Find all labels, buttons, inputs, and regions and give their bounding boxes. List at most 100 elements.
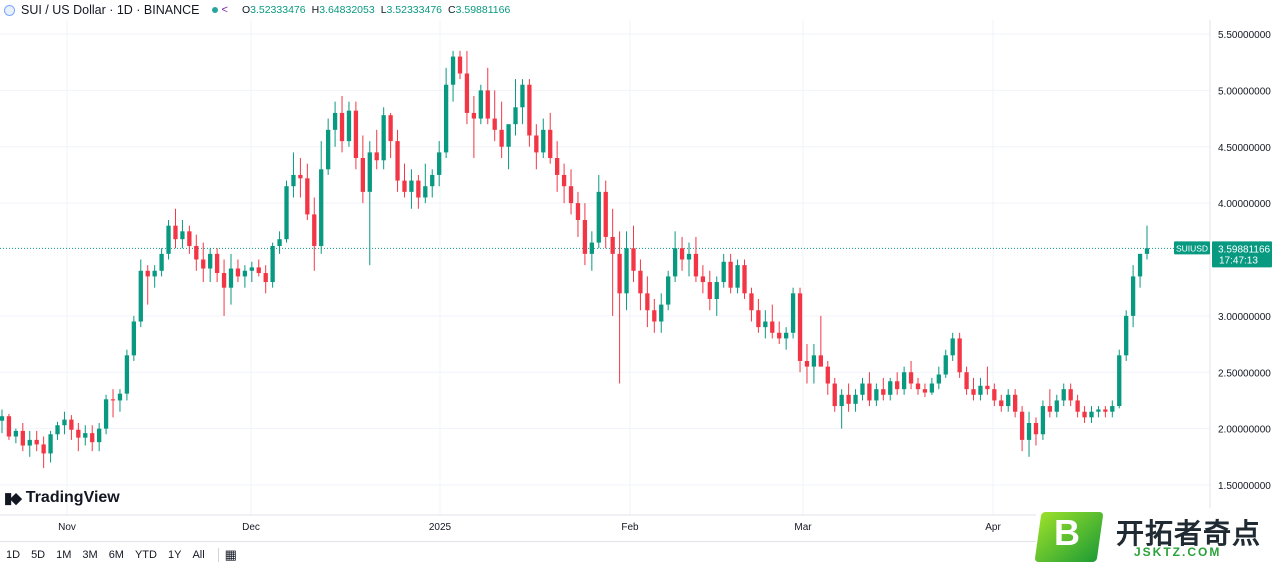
- candle[interactable]: [34, 430, 39, 452]
- candle[interactable]: [360, 135, 365, 204]
- range-all[interactable]: All: [192, 548, 205, 561]
- candle[interactable]: [520, 79, 525, 125]
- candle[interactable]: [964, 366, 969, 395]
- candle[interactable]: [548, 112, 553, 164]
- candle[interactable]: [617, 231, 622, 384]
- candle[interactable]: [853, 389, 858, 412]
- candle[interactable]: [69, 415, 74, 440]
- candle[interactable]: [1110, 400, 1115, 418]
- range-5d[interactable]: 5D: [31, 548, 46, 561]
- candle[interactable]: [659, 293, 664, 333]
- candle[interactable]: [48, 430, 53, 463]
- candle[interactable]: [1137, 253, 1143, 288]
- candles[interactable]: [0, 50, 1150, 469]
- candle[interactable]: [1089, 406, 1094, 423]
- candle[interactable]: [423, 163, 428, 204]
- candle[interactable]: [596, 174, 601, 249]
- candle[interactable]: [1019, 406, 1025, 452]
- candle[interactable]: [881, 377, 886, 401]
- candle[interactable]: [263, 265, 268, 294]
- candle[interactable]: [728, 253, 733, 294]
- candle[interactable]: [214, 248, 220, 283]
- candle[interactable]: [575, 191, 581, 237]
- candle[interactable]: [1103, 406, 1108, 418]
- candle[interactable]: [228, 253, 234, 305]
- candle[interactable]: [541, 118, 546, 159]
- candle[interactable]: [97, 422, 102, 452]
- range-6m[interactable]: 6M: [108, 548, 124, 561]
- candle[interactable]: [999, 394, 1004, 412]
- candle[interactable]: [1082, 406, 1087, 423]
- candle[interactable]: [957, 332, 962, 378]
- range-ytd[interactable]: YTD: [134, 548, 157, 561]
- candle[interactable]: [693, 236, 699, 283]
- candle[interactable]: [187, 225, 192, 254]
- candle[interactable]: [110, 389, 116, 418]
- candle[interactable]: [790, 287, 796, 339]
- candle[interactable]: [492, 90, 497, 142]
- candle[interactable]: [950, 332, 955, 361]
- candle[interactable]: [20, 422, 25, 452]
- candle[interactable]: [672, 231, 678, 283]
- candle[interactable]: [346, 101, 352, 147]
- candle[interactable]: [1130, 265, 1136, 328]
- candle[interactable]: [485, 67, 490, 125]
- candle[interactable]: [256, 259, 261, 277]
- candle[interactable]: [388, 112, 393, 159]
- candle[interactable]: [83, 425, 88, 446]
- candle[interactable]: [638, 259, 643, 311]
- candle[interactable]: [374, 129, 379, 170]
- candle[interactable]: [249, 261, 254, 283]
- candle[interactable]: [443, 67, 449, 159]
- candle[interactable]: [915, 377, 921, 395]
- candle[interactable]: [513, 79, 518, 136]
- candle[interactable]: [1033, 417, 1039, 446]
- candle[interactable]: [895, 372, 900, 395]
- candle[interactable]: [860, 377, 865, 401]
- candle[interactable]: [666, 270, 671, 311]
- candle[interactable]: [13, 428, 19, 444]
- candle[interactable]: [367, 141, 372, 266]
- candle[interactable]: [180, 220, 185, 249]
- candle[interactable]: [901, 366, 907, 395]
- candle[interactable]: [221, 259, 227, 316]
- candle[interactable]: [416, 174, 421, 209]
- candle[interactable]: [471, 96, 477, 159]
- candle[interactable]: [770, 304, 775, 339]
- candle[interactable]: [1013, 389, 1018, 418]
- candle[interactable]: [561, 163, 567, 204]
- candle[interactable]: [166, 220, 171, 260]
- candle[interactable]: [277, 231, 282, 254]
- candle[interactable]: [610, 208, 615, 316]
- candle[interactable]: [450, 50, 456, 102]
- range-1m[interactable]: 1M: [56, 548, 72, 561]
- candle[interactable]: [874, 383, 879, 407]
- candle[interactable]: [1117, 349, 1122, 409]
- candle[interactable]: [242, 265, 248, 288]
- candle[interactable]: [1096, 406, 1101, 418]
- candle[interactable]: [353, 101, 359, 170]
- share-icon[interactable]: <: [221, 4, 228, 16]
- candle[interactable]: [159, 248, 164, 277]
- candle[interactable]: [1006, 389, 1011, 412]
- candle[interactable]: [90, 425, 95, 452]
- candle[interactable]: [527, 79, 532, 147]
- candle[interactable]: [936, 366, 941, 390]
- candle[interactable]: [194, 234, 199, 271]
- candle[interactable]: [1054, 394, 1059, 418]
- candle[interactable]: [763, 310, 768, 339]
- candle[interactable]: [652, 298, 657, 333]
- candle[interactable]: [624, 231, 629, 311]
- candle[interactable]: [811, 344, 817, 384]
- time-axis[interactable]: Nov Dec 2025 Feb Mar Apr: [0, 514, 1210, 533]
- candle[interactable]: [305, 163, 310, 221]
- candle[interactable]: [707, 270, 712, 311]
- candle[interactable]: [1075, 394, 1080, 418]
- range-1d[interactable]: 1D: [6, 548, 21, 561]
- candle[interactable]: [117, 389, 123, 412]
- candle[interactable]: [457, 50, 463, 80]
- candle[interactable]: [395, 129, 400, 192]
- candle[interactable]: [506, 124, 511, 170]
- candle[interactable]: [943, 349, 948, 378]
- candle[interactable]: [714, 276, 719, 316]
